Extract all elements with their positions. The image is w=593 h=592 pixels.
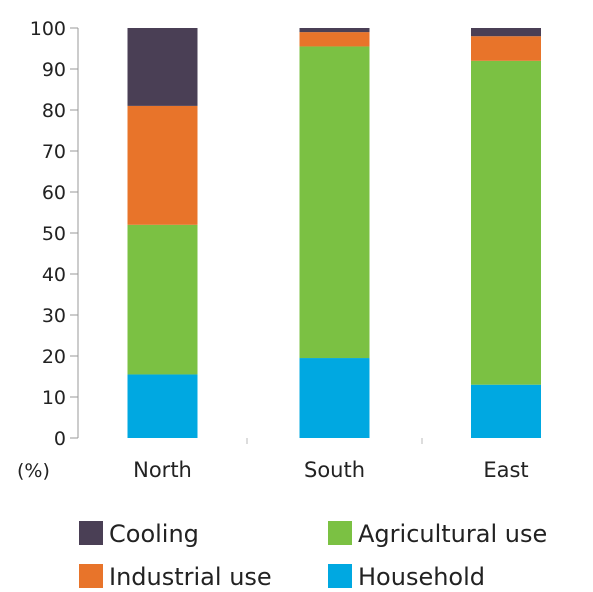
bar-segment-agricultural-use <box>471 60 541 385</box>
bar-segment-industrial-use <box>299 32 370 47</box>
bar-segment-agricultural-use <box>299 46 370 359</box>
legend-label: Industrial use <box>109 563 272 591</box>
bar-segment-household <box>299 358 370 438</box>
bar-segment-industrial-use <box>471 36 541 61</box>
bar-segment-industrial-use <box>127 105 198 225</box>
bar-segment-household <box>127 374 198 438</box>
legend-swatch <box>79 521 103 545</box>
legend-swatch <box>328 521 352 545</box>
bars <box>127 28 541 438</box>
x-axis-labels: North South East <box>133 458 529 482</box>
legend-swatch <box>79 564 103 588</box>
legend-swatch <box>328 564 352 588</box>
bar-segment-cooling <box>299 28 370 33</box>
y-tick-label: 60 <box>42 182 66 204</box>
y-tick-label: 20 <box>42 346 66 368</box>
y-tick-label: 50 <box>42 223 66 245</box>
y-tick-label: 0 <box>54 428 66 450</box>
bar-segment-cooling <box>127 28 198 106</box>
legend-label: Agricultural use <box>358 520 547 548</box>
bar-segment-agricultural-use <box>127 224 198 375</box>
bar-segment-household <box>471 384 541 438</box>
y-unit-label: (%) <box>17 460 50 482</box>
legend-label: Household <box>358 563 485 591</box>
bar-segment-cooling <box>471 28 541 37</box>
y-tick-label: 70 <box>42 141 66 163</box>
y-tick-label: 40 <box>42 264 66 286</box>
y-tick-label: 100 <box>30 18 66 40</box>
y-tick-label: 30 <box>42 305 66 327</box>
x-category-label: East <box>483 458 528 482</box>
x-category-label: North <box>133 458 192 482</box>
y-tick-label: 90 <box>42 59 66 81</box>
x-category-label: South <box>304 458 365 482</box>
legend: Cooling Agricultural use Industrial use Hou… <box>79 520 547 591</box>
y-tick-label: 10 <box>42 387 66 409</box>
legend-label: Cooling <box>109 520 199 548</box>
y-tick-label: 80 <box>42 100 66 122</box>
y-axis-ticks: 0 10 20 30 40 50 60 70 80 90 100 <box>30 18 423 450</box>
